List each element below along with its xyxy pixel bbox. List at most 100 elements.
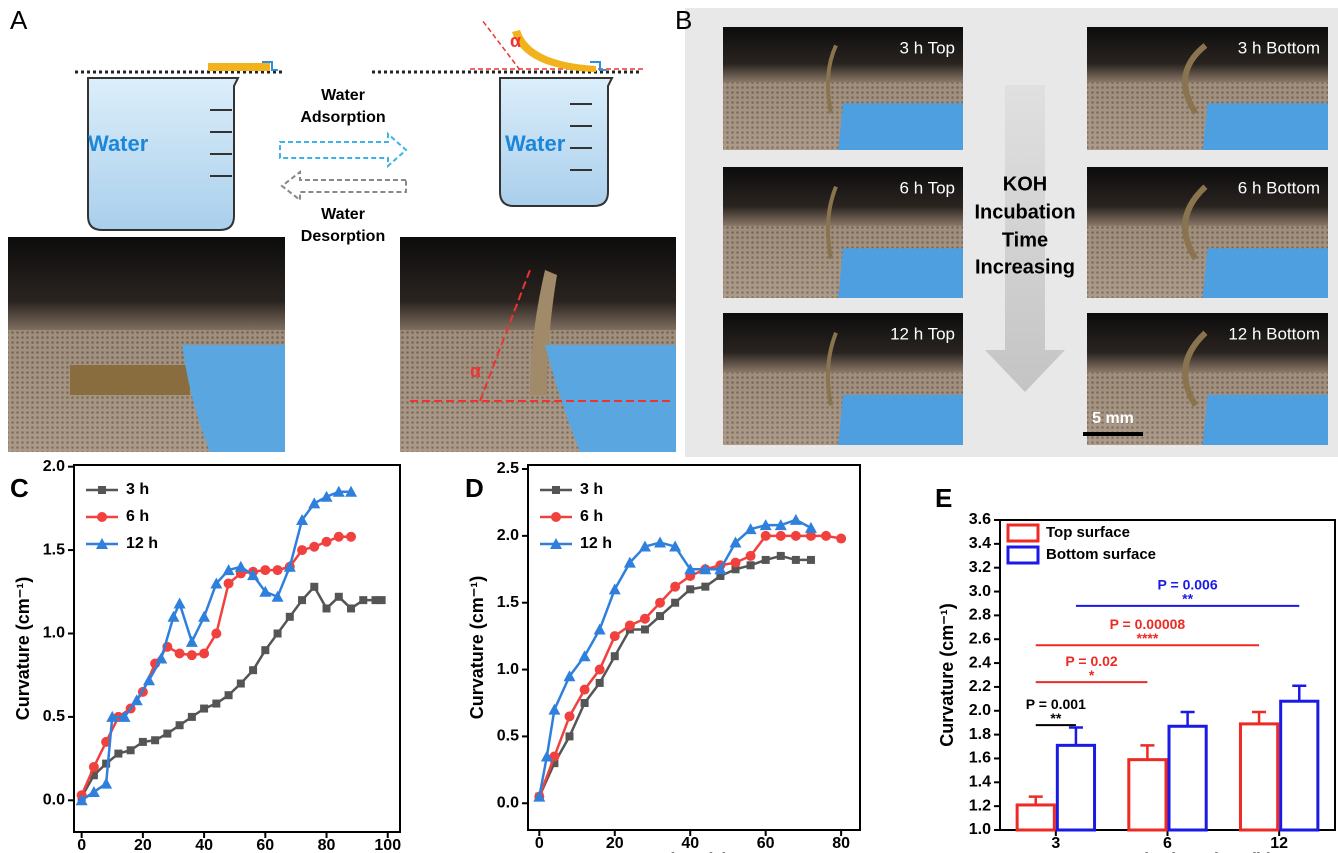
- paper: [1203, 248, 1328, 298]
- marker: [821, 531, 831, 541]
- marker: [298, 596, 306, 604]
- marker: [347, 604, 355, 612]
- marker: [174, 597, 186, 608]
- marker: [611, 652, 619, 660]
- y-tick-label: 1.5: [497, 594, 519, 611]
- error-bar: [1140, 745, 1154, 759]
- panel-label: A: [10, 5, 28, 35]
- y-tick-label: 2.0: [43, 458, 65, 475]
- marker: [334, 532, 344, 542]
- legend-label: 6 h: [126, 508, 149, 525]
- photo-caption: 3 h Top: [900, 38, 955, 57]
- x-tick-label: 80: [318, 837, 336, 853]
- photo-caption: 12 h Bottom: [1228, 324, 1320, 343]
- marker: [579, 650, 591, 661]
- marker: [211, 628, 221, 638]
- bar: [1169, 726, 1206, 830]
- marker: [378, 596, 386, 604]
- paper: [1203, 103, 1328, 150]
- y-tick-label: 2.8: [969, 607, 991, 624]
- desorption-arrow: [282, 172, 406, 200]
- marker: [746, 551, 756, 561]
- marker: [151, 736, 159, 744]
- panel-label: E: [935, 483, 952, 513]
- y-tick-label: 1.0: [43, 625, 65, 642]
- marker: [777, 552, 785, 560]
- panel-label: D: [465, 473, 484, 503]
- y-tick-label: 3.2: [969, 559, 991, 576]
- x-tick-label: 0: [77, 837, 86, 853]
- y-tick-label: 2.2: [969, 678, 991, 695]
- marker: [671, 599, 679, 607]
- y-tick-label: 3.6: [969, 511, 991, 528]
- marker: [641, 625, 649, 633]
- marker: [747, 561, 755, 569]
- marker: [731, 558, 741, 568]
- marker: [176, 721, 184, 729]
- legend-swatch: [1008, 525, 1038, 541]
- marker: [114, 750, 122, 758]
- marker: [654, 537, 666, 548]
- error-bar: [1292, 686, 1306, 702]
- figure: A Water Water Adsorption Water Desorptio…: [0, 0, 1338, 853]
- photo-caption: 12 h Top: [890, 324, 955, 343]
- significance-stars: *: [1089, 667, 1095, 683]
- marker: [640, 614, 650, 624]
- marker: [199, 649, 209, 659]
- legend-marker: [552, 486, 560, 494]
- paper: [838, 395, 963, 445]
- marker: [155, 653, 167, 664]
- legend-label: 6 h: [580, 508, 603, 525]
- arrow-text: Time: [1002, 229, 1048, 251]
- marker: [761, 531, 771, 541]
- x-tick-label: 40: [681, 835, 699, 852]
- marker: [762, 556, 770, 564]
- paper: [838, 248, 963, 298]
- legend-label: Top surface: [1046, 524, 1130, 541]
- marker: [548, 704, 560, 715]
- arrow-label: Adsorption: [300, 109, 385, 126]
- adsorption-arrow: [280, 134, 406, 166]
- y-tick-label: 1.6: [969, 750, 991, 767]
- x-tick-label: 12: [1270, 835, 1288, 852]
- y-tick-label: 1.0: [969, 821, 991, 838]
- marker: [224, 578, 234, 588]
- x-tick-label: 40: [195, 837, 213, 853]
- marker: [686, 585, 694, 593]
- marker: [670, 582, 680, 592]
- paper: [1203, 395, 1328, 445]
- marker: [595, 665, 605, 675]
- plot-frame: [74, 465, 400, 832]
- film: [208, 63, 270, 71]
- marker: [776, 531, 786, 541]
- marker: [308, 497, 320, 508]
- y-tick-label: 2.6: [969, 630, 991, 647]
- marker: [274, 629, 282, 637]
- arrow-text: Increasing: [975, 256, 1075, 278]
- marker: [237, 680, 245, 688]
- marker: [625, 620, 635, 630]
- x-tick-label: 60: [256, 837, 274, 853]
- marker: [581, 699, 589, 707]
- marker: [580, 685, 590, 695]
- marker: [200, 705, 208, 713]
- bar: [1129, 760, 1166, 830]
- marker: [249, 666, 257, 674]
- y-tick-label: 1.2: [969, 797, 991, 814]
- marker: [609, 583, 621, 594]
- marker: [655, 598, 665, 608]
- y-tick-label: 3.0: [969, 583, 991, 600]
- y-tick-label: 1.5: [43, 541, 65, 558]
- x-tick-label: 100: [374, 837, 401, 853]
- bar: [1017, 805, 1054, 830]
- legend-marker: [98, 486, 106, 494]
- water-label: Water: [505, 131, 566, 156]
- marker: [100, 778, 112, 789]
- significance-stars: ****: [1137, 630, 1159, 646]
- arrow-label: Desorption: [301, 228, 385, 245]
- bar: [1240, 724, 1277, 830]
- x-tick-label: 20: [134, 837, 152, 853]
- y-tick-label: 2.0: [497, 527, 519, 544]
- legend-marker: [97, 512, 107, 522]
- y-tick-label: 2.4: [969, 654, 991, 671]
